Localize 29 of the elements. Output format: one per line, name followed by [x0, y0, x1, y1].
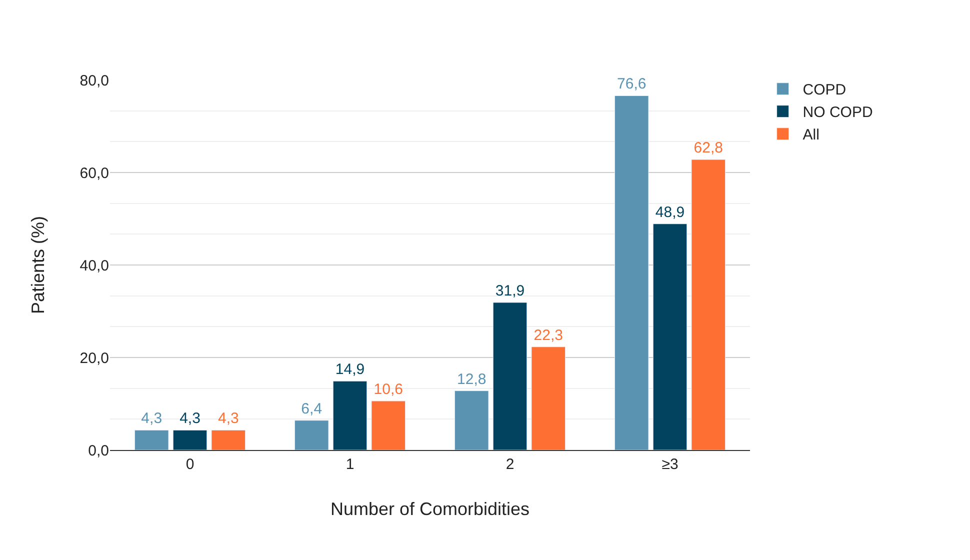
y-tick-label: 0,0 [88, 442, 109, 460]
data-label: 31,9 [495, 282, 525, 300]
legend-label: All [802, 126, 820, 144]
legend-label: COPD [802, 82, 846, 99]
y-axis-title: Patients (%) [28, 216, 48, 314]
bar [211, 430, 246, 450]
y-tick-label: 20,0 [80, 350, 109, 367]
bar [172, 430, 208, 450]
data-label: 12,8 [457, 370, 486, 388]
x-axis-title: Number of Comorbidities [330, 499, 530, 520]
data-label: 6,4 [301, 400, 322, 418]
y-tick-label: 40,0 [80, 257, 109, 274]
data-label: 4,3 [180, 410, 200, 428]
data-label: 4,3 [218, 410, 239, 428]
x-tick-label: 0 [186, 456, 194, 473]
x-tick-label: 2 [506, 456, 514, 473]
y-tick-label: 80,0 [80, 72, 109, 90]
legend-label: NO COPD [802, 104, 873, 122]
data-label: 14,9 [335, 361, 365, 378]
data-label: 62,8 [694, 140, 723, 157]
data-label: 48,9 [655, 204, 685, 221]
y-tick-label: 60,0 [80, 164, 109, 182]
data-label: 10,6 [374, 380, 403, 398]
data-label: 22,3 [534, 326, 563, 344]
x-tick-label: 1 [346, 456, 354, 473]
data-label: 76,6 [617, 76, 646, 93]
data-label: 4,3 [141, 410, 162, 428]
bar [134, 430, 169, 450]
x-tick-label: ≥3 [662, 456, 678, 473]
